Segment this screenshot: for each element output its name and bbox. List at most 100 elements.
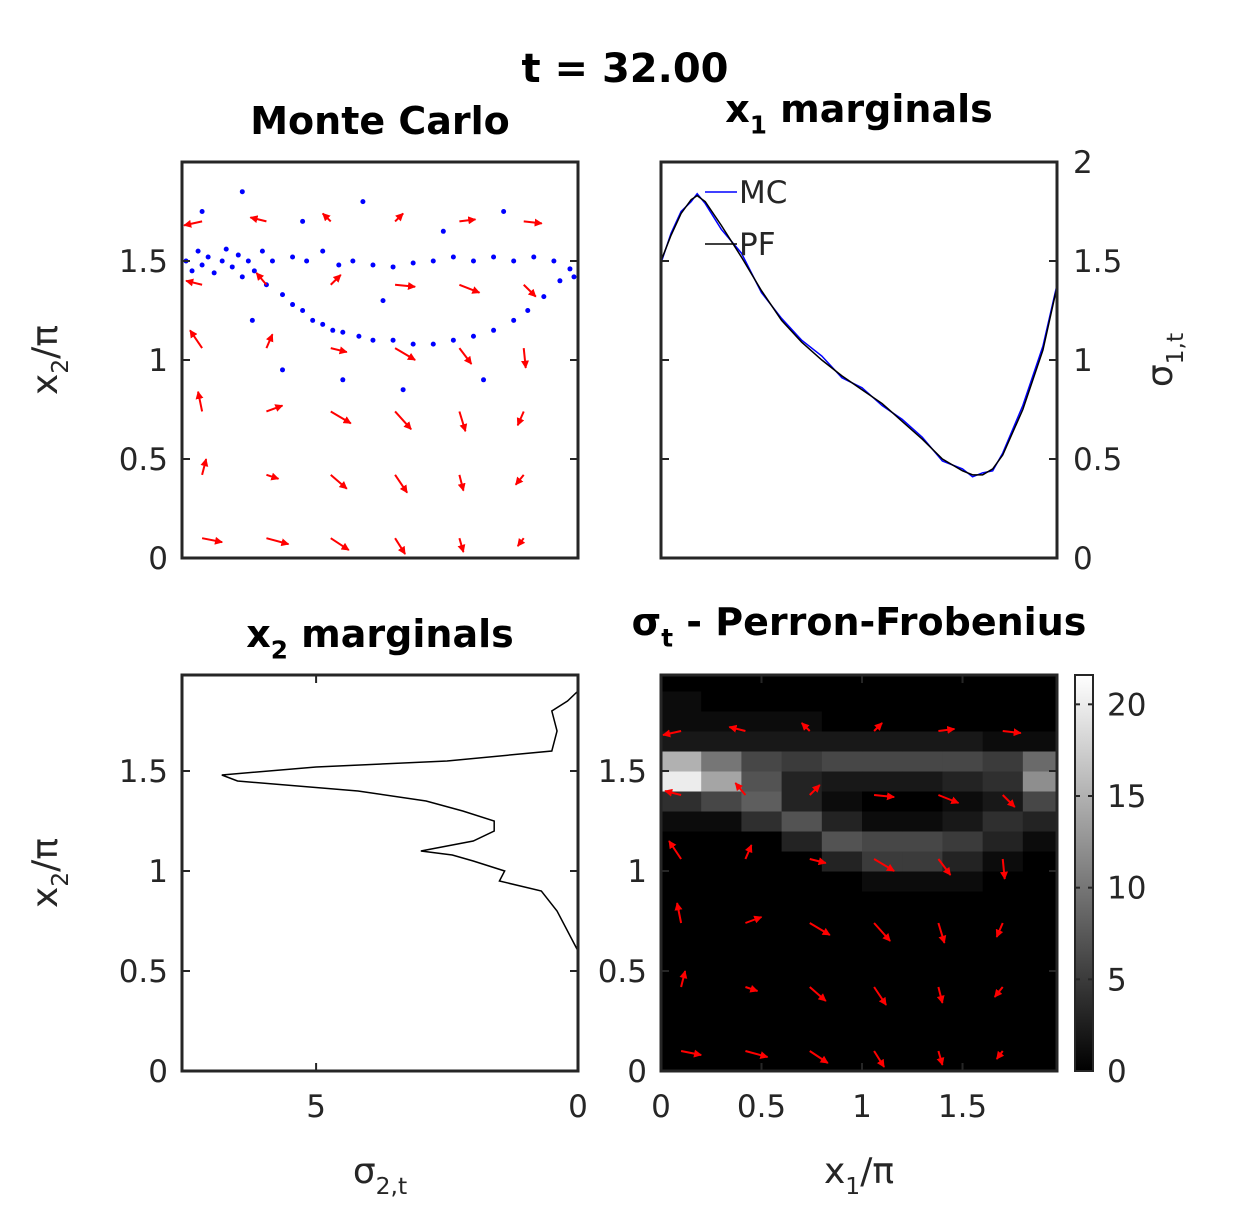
point xyxy=(370,262,376,268)
heat-cell xyxy=(781,691,823,712)
heat-cell xyxy=(741,811,783,832)
heat-cell xyxy=(902,971,943,992)
arrow xyxy=(521,348,529,369)
arrow xyxy=(937,858,952,876)
point xyxy=(189,268,195,274)
heat-cell xyxy=(781,751,823,772)
arrow xyxy=(322,212,332,223)
heat-cell xyxy=(862,711,903,732)
arrow xyxy=(993,986,1004,998)
subscript: 1,t xyxy=(1161,333,1189,365)
heat-cell xyxy=(701,1051,742,1071)
arrow xyxy=(937,922,947,944)
heat-cell xyxy=(661,1051,702,1071)
heat-cell xyxy=(902,911,943,932)
heat-cell xyxy=(862,731,903,752)
heat-cell xyxy=(902,1031,943,1052)
heat-cell xyxy=(821,675,863,692)
arrow xyxy=(680,1049,702,1058)
arrow xyxy=(873,722,883,732)
heat-cell xyxy=(821,691,863,712)
point xyxy=(571,274,577,280)
colorbar-tick-label: 10 xyxy=(1107,871,1146,907)
point xyxy=(251,268,257,274)
series-line xyxy=(661,192,1057,478)
point xyxy=(491,327,497,333)
colorbar-tick-label: 15 xyxy=(1107,779,1146,815)
y-tick-label: 0 xyxy=(1073,541,1093,577)
point xyxy=(541,294,547,300)
heat-cell xyxy=(862,675,903,692)
heat-cell xyxy=(942,811,984,832)
arrow xyxy=(744,844,753,860)
label-part: marginals xyxy=(767,87,993,131)
heat-cell xyxy=(982,711,1024,732)
heat-cell xyxy=(982,871,1024,892)
arrow xyxy=(809,857,827,866)
heat-cell xyxy=(862,951,903,972)
heat-cell xyxy=(982,931,1024,952)
heat-cell xyxy=(661,731,702,752)
point xyxy=(356,333,362,339)
heat-cell xyxy=(862,791,903,812)
heat-cell xyxy=(902,751,943,772)
y-tick-label: 1.5 xyxy=(119,244,168,280)
heat-cell xyxy=(661,851,702,872)
y-tick-label: 0 xyxy=(148,1054,168,1090)
heat-cell xyxy=(942,831,984,852)
subscript: 2 xyxy=(271,635,288,664)
arrow xyxy=(516,537,526,547)
arrow xyxy=(809,784,821,796)
arrow xyxy=(745,1050,769,1059)
heat-cell xyxy=(701,731,742,752)
heat-cell xyxy=(982,891,1024,912)
heat-cell xyxy=(701,751,742,772)
heat-cell xyxy=(942,711,984,732)
heat-cell xyxy=(1022,891,1057,912)
heat-cell xyxy=(1022,731,1057,752)
legend-label: PF xyxy=(739,227,776,263)
arrow xyxy=(266,472,280,481)
point xyxy=(195,248,201,254)
x-tick-label: 1 xyxy=(852,1089,872,1125)
label-part: x xyxy=(25,887,66,908)
point xyxy=(280,367,286,373)
arrow xyxy=(459,283,481,294)
heat-cell xyxy=(741,1051,783,1071)
heat-cell xyxy=(1022,971,1057,992)
point xyxy=(211,270,217,276)
x-tick-label: 0 xyxy=(568,1089,588,1125)
point xyxy=(269,258,275,264)
heat-cell xyxy=(982,971,1024,992)
heat-cell xyxy=(862,971,903,992)
point xyxy=(551,258,557,264)
subscript: t xyxy=(661,623,673,652)
arrow xyxy=(801,722,811,732)
point xyxy=(380,298,386,304)
point xyxy=(525,308,531,313)
arrow xyxy=(664,788,682,797)
arrow xyxy=(249,215,267,224)
label-part: σ xyxy=(1140,364,1181,387)
heat-cell xyxy=(902,691,943,712)
heat-cell xyxy=(982,691,1024,712)
label: x1/π xyxy=(824,1151,894,1200)
y-tick-label: 0.5 xyxy=(1073,442,1122,478)
heat-cell xyxy=(942,1051,984,1071)
point xyxy=(390,264,396,270)
heat-cell xyxy=(862,891,903,912)
heat-cell xyxy=(902,675,943,692)
label: x1 marginals xyxy=(725,87,992,139)
heat-cell xyxy=(661,1011,702,1032)
point xyxy=(199,262,205,268)
arrow xyxy=(255,272,268,286)
arrow xyxy=(394,212,404,223)
arrow xyxy=(809,986,827,1002)
label-part: x xyxy=(725,87,750,131)
heat-cell xyxy=(701,691,742,712)
y-tick-label: 0 xyxy=(627,1054,647,1090)
heat-cell xyxy=(741,891,783,912)
heat-cell xyxy=(862,751,903,772)
heat-cell xyxy=(902,991,943,1012)
heat-cell xyxy=(902,931,943,952)
